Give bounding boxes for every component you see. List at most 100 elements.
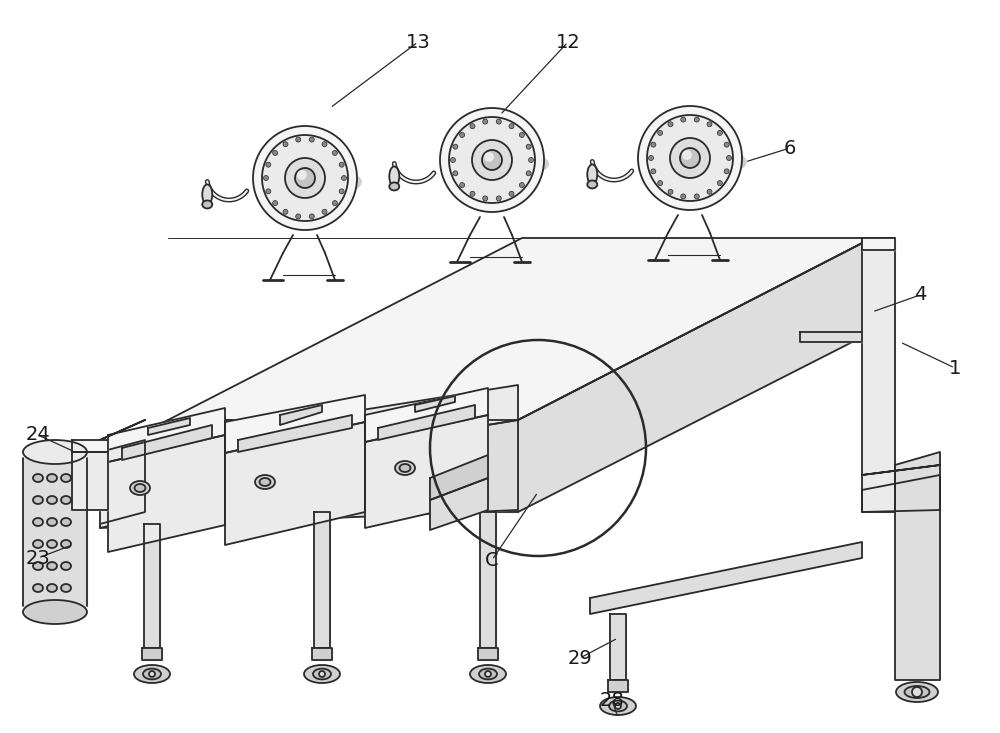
Ellipse shape (395, 461, 415, 475)
Ellipse shape (47, 518, 57, 526)
Ellipse shape (681, 194, 686, 199)
Polygon shape (100, 440, 145, 524)
Ellipse shape (339, 189, 344, 194)
Polygon shape (100, 420, 145, 440)
Ellipse shape (528, 158, 534, 163)
Polygon shape (225, 422, 365, 545)
Circle shape (485, 671, 491, 677)
Ellipse shape (707, 122, 712, 127)
Text: 29: 29 (568, 649, 592, 668)
Ellipse shape (470, 124, 475, 129)
Ellipse shape (479, 668, 497, 679)
Ellipse shape (273, 201, 278, 205)
Ellipse shape (509, 124, 514, 129)
Ellipse shape (47, 540, 57, 548)
Ellipse shape (33, 496, 43, 504)
Polygon shape (478, 648, 498, 660)
Ellipse shape (313, 668, 331, 679)
Ellipse shape (681, 117, 686, 122)
Ellipse shape (389, 183, 399, 191)
Ellipse shape (47, 562, 57, 570)
Ellipse shape (470, 665, 506, 683)
Ellipse shape (61, 540, 71, 548)
Ellipse shape (61, 518, 71, 526)
Circle shape (680, 148, 700, 168)
Ellipse shape (724, 169, 729, 174)
Circle shape (647, 115, 733, 201)
Ellipse shape (519, 183, 524, 188)
Ellipse shape (648, 155, 654, 161)
Circle shape (449, 117, 535, 203)
Ellipse shape (519, 133, 524, 137)
Text: 12: 12 (556, 32, 580, 51)
Polygon shape (862, 475, 940, 512)
Polygon shape (895, 452, 940, 680)
Ellipse shape (264, 175, 268, 180)
Ellipse shape (33, 562, 43, 570)
Circle shape (319, 671, 325, 677)
Polygon shape (100, 385, 518, 488)
Ellipse shape (658, 130, 663, 136)
Polygon shape (148, 418, 190, 435)
Ellipse shape (33, 518, 43, 526)
Circle shape (253, 126, 357, 230)
Polygon shape (108, 408, 225, 462)
Polygon shape (280, 405, 322, 425)
Ellipse shape (33, 540, 43, 548)
Ellipse shape (134, 484, 146, 492)
Polygon shape (365, 388, 488, 442)
Ellipse shape (309, 137, 314, 142)
Ellipse shape (322, 141, 327, 147)
Text: 28: 28 (600, 690, 624, 710)
Polygon shape (800, 332, 862, 342)
Ellipse shape (309, 214, 314, 219)
Text: 23: 23 (26, 548, 50, 567)
Ellipse shape (296, 214, 301, 219)
Ellipse shape (283, 210, 288, 214)
Circle shape (472, 140, 512, 180)
Ellipse shape (651, 142, 656, 147)
Ellipse shape (600, 697, 636, 715)
Ellipse shape (642, 147, 746, 177)
Ellipse shape (260, 478, 270, 486)
Polygon shape (862, 465, 940, 475)
Ellipse shape (322, 210, 327, 214)
Ellipse shape (444, 150, 548, 179)
Polygon shape (314, 512, 330, 648)
Ellipse shape (694, 117, 699, 122)
Circle shape (683, 151, 691, 159)
Ellipse shape (496, 119, 501, 124)
Ellipse shape (23, 600, 87, 624)
Ellipse shape (483, 119, 488, 124)
Text: 4: 4 (914, 285, 926, 304)
Polygon shape (430, 478, 488, 530)
Ellipse shape (332, 201, 337, 205)
Text: 1: 1 (949, 358, 961, 377)
Ellipse shape (651, 169, 656, 174)
Polygon shape (518, 238, 872, 512)
Circle shape (149, 671, 155, 677)
Ellipse shape (23, 440, 87, 464)
Ellipse shape (724, 142, 729, 147)
Ellipse shape (668, 122, 673, 127)
Ellipse shape (658, 180, 663, 185)
Polygon shape (72, 452, 108, 510)
Polygon shape (122, 425, 212, 460)
Ellipse shape (526, 171, 531, 176)
Ellipse shape (130, 481, 150, 495)
Ellipse shape (717, 130, 722, 136)
Circle shape (298, 171, 306, 179)
Ellipse shape (61, 562, 71, 570)
Circle shape (638, 106, 742, 210)
Polygon shape (480, 512, 496, 648)
Circle shape (912, 687, 922, 697)
Polygon shape (365, 415, 488, 528)
Ellipse shape (296, 137, 301, 142)
Polygon shape (590, 542, 862, 614)
Circle shape (440, 108, 544, 212)
Polygon shape (100, 420, 168, 528)
Polygon shape (142, 648, 162, 660)
Ellipse shape (453, 144, 458, 149)
Polygon shape (144, 524, 160, 648)
Circle shape (262, 135, 348, 221)
